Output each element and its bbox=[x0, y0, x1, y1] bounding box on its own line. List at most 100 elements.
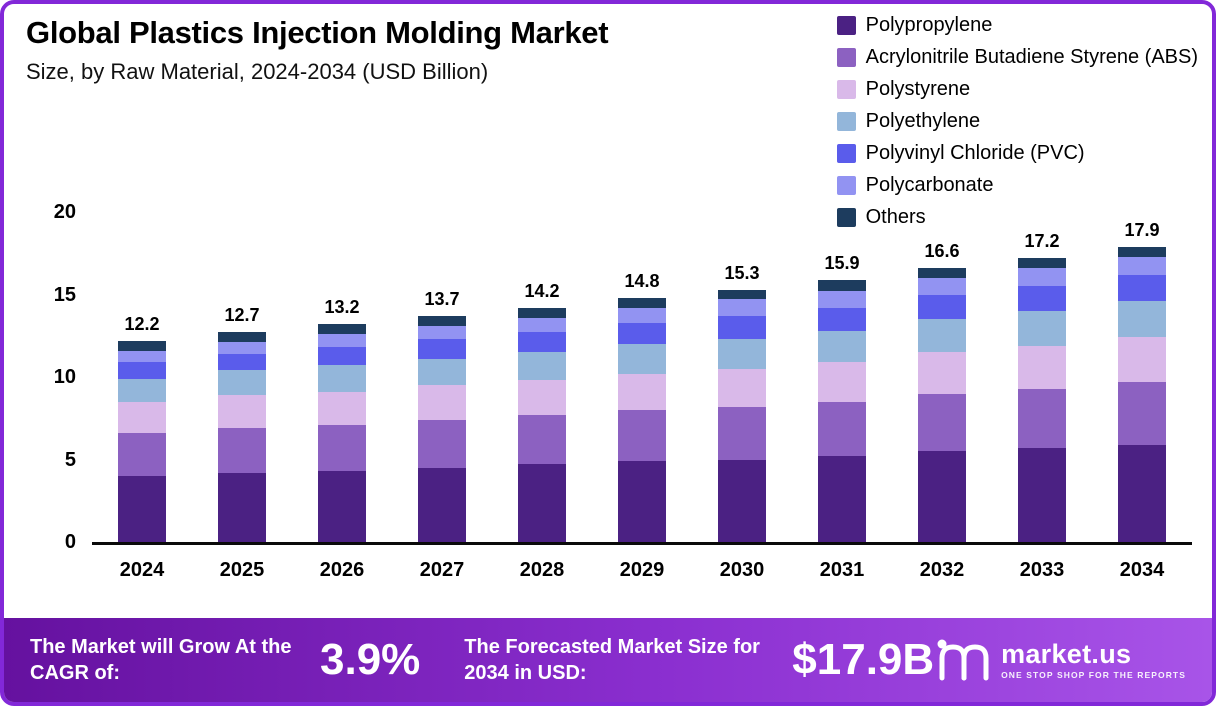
legend-label: Acrylonitrile Butadiene Styrene (ABS) bbox=[865, 46, 1198, 68]
bar-segment bbox=[1118, 256, 1166, 275]
chart-legend: Polypropylene Acrylonitrile Butadiene Sty… bbox=[836, 14, 1198, 229]
x-axis-label: 2029 bbox=[619, 559, 665, 581]
x-axis-label: 2024 bbox=[119, 559, 165, 581]
bar-column: 17.9 bbox=[1092, 212, 1192, 542]
marketus-logo: market.us One Stop Shop For The Reports bbox=[935, 638, 1186, 682]
legend-label: Others bbox=[865, 206, 926, 228]
bar-segment bbox=[418, 419, 466, 468]
bar-2031 bbox=[818, 279, 866, 542]
legend-label: Polycarbonate bbox=[865, 174, 994, 196]
bar-segment bbox=[118, 476, 166, 542]
bar-segment bbox=[118, 401, 166, 434]
bar-segment bbox=[1118, 301, 1166, 338]
y-axis-tick-label: 20 bbox=[53, 201, 76, 223]
brand-tagline: One Stop Shop For The Reports bbox=[1001, 670, 1186, 681]
bar-segment bbox=[918, 268, 966, 278]
bar-segment bbox=[118, 362, 166, 379]
bar-2025 bbox=[218, 332, 266, 542]
bar-segment bbox=[818, 307, 866, 331]
bar-total-label: 12.2 bbox=[124, 313, 160, 334]
bar-segment bbox=[718, 406, 766, 460]
legend-label: Polyethylene bbox=[865, 110, 981, 132]
legend-item: Polyethylene bbox=[836, 110, 1198, 133]
legend-label: Polypropylene bbox=[865, 14, 993, 36]
bar-segment bbox=[618, 307, 666, 323]
bar-segment bbox=[1118, 274, 1166, 302]
bar-segment bbox=[418, 467, 466, 542]
bar-segment bbox=[1018, 345, 1066, 389]
legend-label: Polyvinyl Chloride (PVC) bbox=[865, 142, 1085, 164]
bar-total-label: 15.9 bbox=[824, 252, 860, 273]
legend-item: Polypropylene bbox=[836, 14, 1198, 37]
legend-label: Polystyrene bbox=[865, 78, 971, 100]
legend-swatch bbox=[836, 16, 856, 35]
x-axis-label: 2030 bbox=[719, 559, 765, 581]
y-axis-tick-label: 5 bbox=[64, 448, 76, 471]
bar-segment bbox=[218, 370, 266, 396]
bar-segment bbox=[718, 299, 766, 316]
bars-row: 12.2 12.7 13.2 13.7 14.2 14.8 15.3 15.9 16.6 17.2… bbox=[92, 212, 1192, 545]
stacked-bar-chart: 0 5 10 15 20 12.2 12.7 13.2 13.7 14.2 14.8 15.3 15.… bbox=[28, 201, 1192, 582]
bar-column: 13.2 bbox=[292, 212, 392, 542]
bar-segment bbox=[618, 410, 666, 462]
bar-segment bbox=[518, 317, 566, 333]
legend-swatch bbox=[836, 80, 856, 99]
x-axis-label: 2031 bbox=[819, 559, 865, 581]
bar-segment bbox=[218, 332, 266, 343]
bar-segment bbox=[618, 344, 666, 374]
bar-segment bbox=[118, 378, 166, 402]
bar-segment bbox=[1018, 311, 1066, 346]
bar-segment bbox=[318, 471, 366, 542]
bar-segment bbox=[318, 424, 366, 472]
bar-column: 14.2 bbox=[492, 212, 592, 542]
bar-segment bbox=[418, 339, 466, 359]
y-axis-tick-label: 10 bbox=[53, 366, 76, 388]
bar-segment bbox=[118, 350, 166, 363]
bar-total-label: 12.7 bbox=[224, 305, 260, 326]
bar-segment bbox=[218, 395, 266, 429]
legend-swatch bbox=[836, 208, 856, 227]
bar-segment bbox=[918, 352, 966, 394]
bar-column: 17.2 bbox=[992, 212, 1092, 542]
bar-segment bbox=[718, 459, 766, 542]
bar-column: 12.7 bbox=[192, 212, 292, 542]
x-axis-label: 2033 bbox=[1019, 559, 1065, 581]
bar-segment bbox=[718, 339, 766, 369]
bar-segment bbox=[518, 307, 566, 318]
bar-total-label: 17.2 bbox=[1024, 231, 1060, 252]
chart-title: Global Plastics Injection Molding Market bbox=[26, 15, 609, 50]
bar-segment bbox=[518, 464, 566, 542]
bar-2033 bbox=[1018, 258, 1066, 542]
bar-segment bbox=[1118, 337, 1166, 382]
bar-column: 15.3 bbox=[692, 212, 792, 542]
legend-item: Polycarbonate bbox=[836, 174, 1198, 197]
bar-segment bbox=[818, 279, 866, 292]
bar-segment bbox=[718, 368, 766, 407]
legend-item: Acrylonitrile Butadiene Styrene (ABS) bbox=[836, 46, 1198, 69]
bar-segment bbox=[1018, 447, 1066, 542]
forecast-label: The Forecasted Market Size for 2034 in U… bbox=[464, 636, 760, 684]
legend-item: Polyvinyl Chloride (PVC) bbox=[836, 142, 1198, 165]
legend-swatch bbox=[836, 176, 856, 195]
bar-segment bbox=[1118, 444, 1166, 542]
x-axis-label: 2034 bbox=[1119, 559, 1165, 581]
chart-header: Global Plastics Injection Molding Market… bbox=[26, 14, 609, 85]
marketus-logo-icon bbox=[937, 639, 989, 681]
bar-segment bbox=[918, 451, 966, 542]
bar-total-label: 15.3 bbox=[724, 262, 760, 283]
bar-segment bbox=[918, 294, 966, 320]
bar-segment bbox=[1118, 381, 1166, 445]
bar-segment bbox=[718, 315, 766, 340]
footer-banner: The Market will Grow At the CAGR of: 3.9… bbox=[4, 618, 1212, 702]
legend-swatch bbox=[836, 48, 856, 67]
bar-2029 bbox=[618, 297, 666, 542]
bar-segment bbox=[318, 391, 366, 425]
bar-column: 13.7 bbox=[392, 212, 492, 542]
bar-segment bbox=[518, 332, 566, 353]
bar-total-label: 14.2 bbox=[524, 280, 560, 301]
bar-column: 15.9 bbox=[792, 212, 892, 542]
bar-segment bbox=[1118, 246, 1166, 257]
x-axis-label: 2026 bbox=[319, 559, 365, 581]
bar-total-label: 14.8 bbox=[624, 270, 660, 291]
